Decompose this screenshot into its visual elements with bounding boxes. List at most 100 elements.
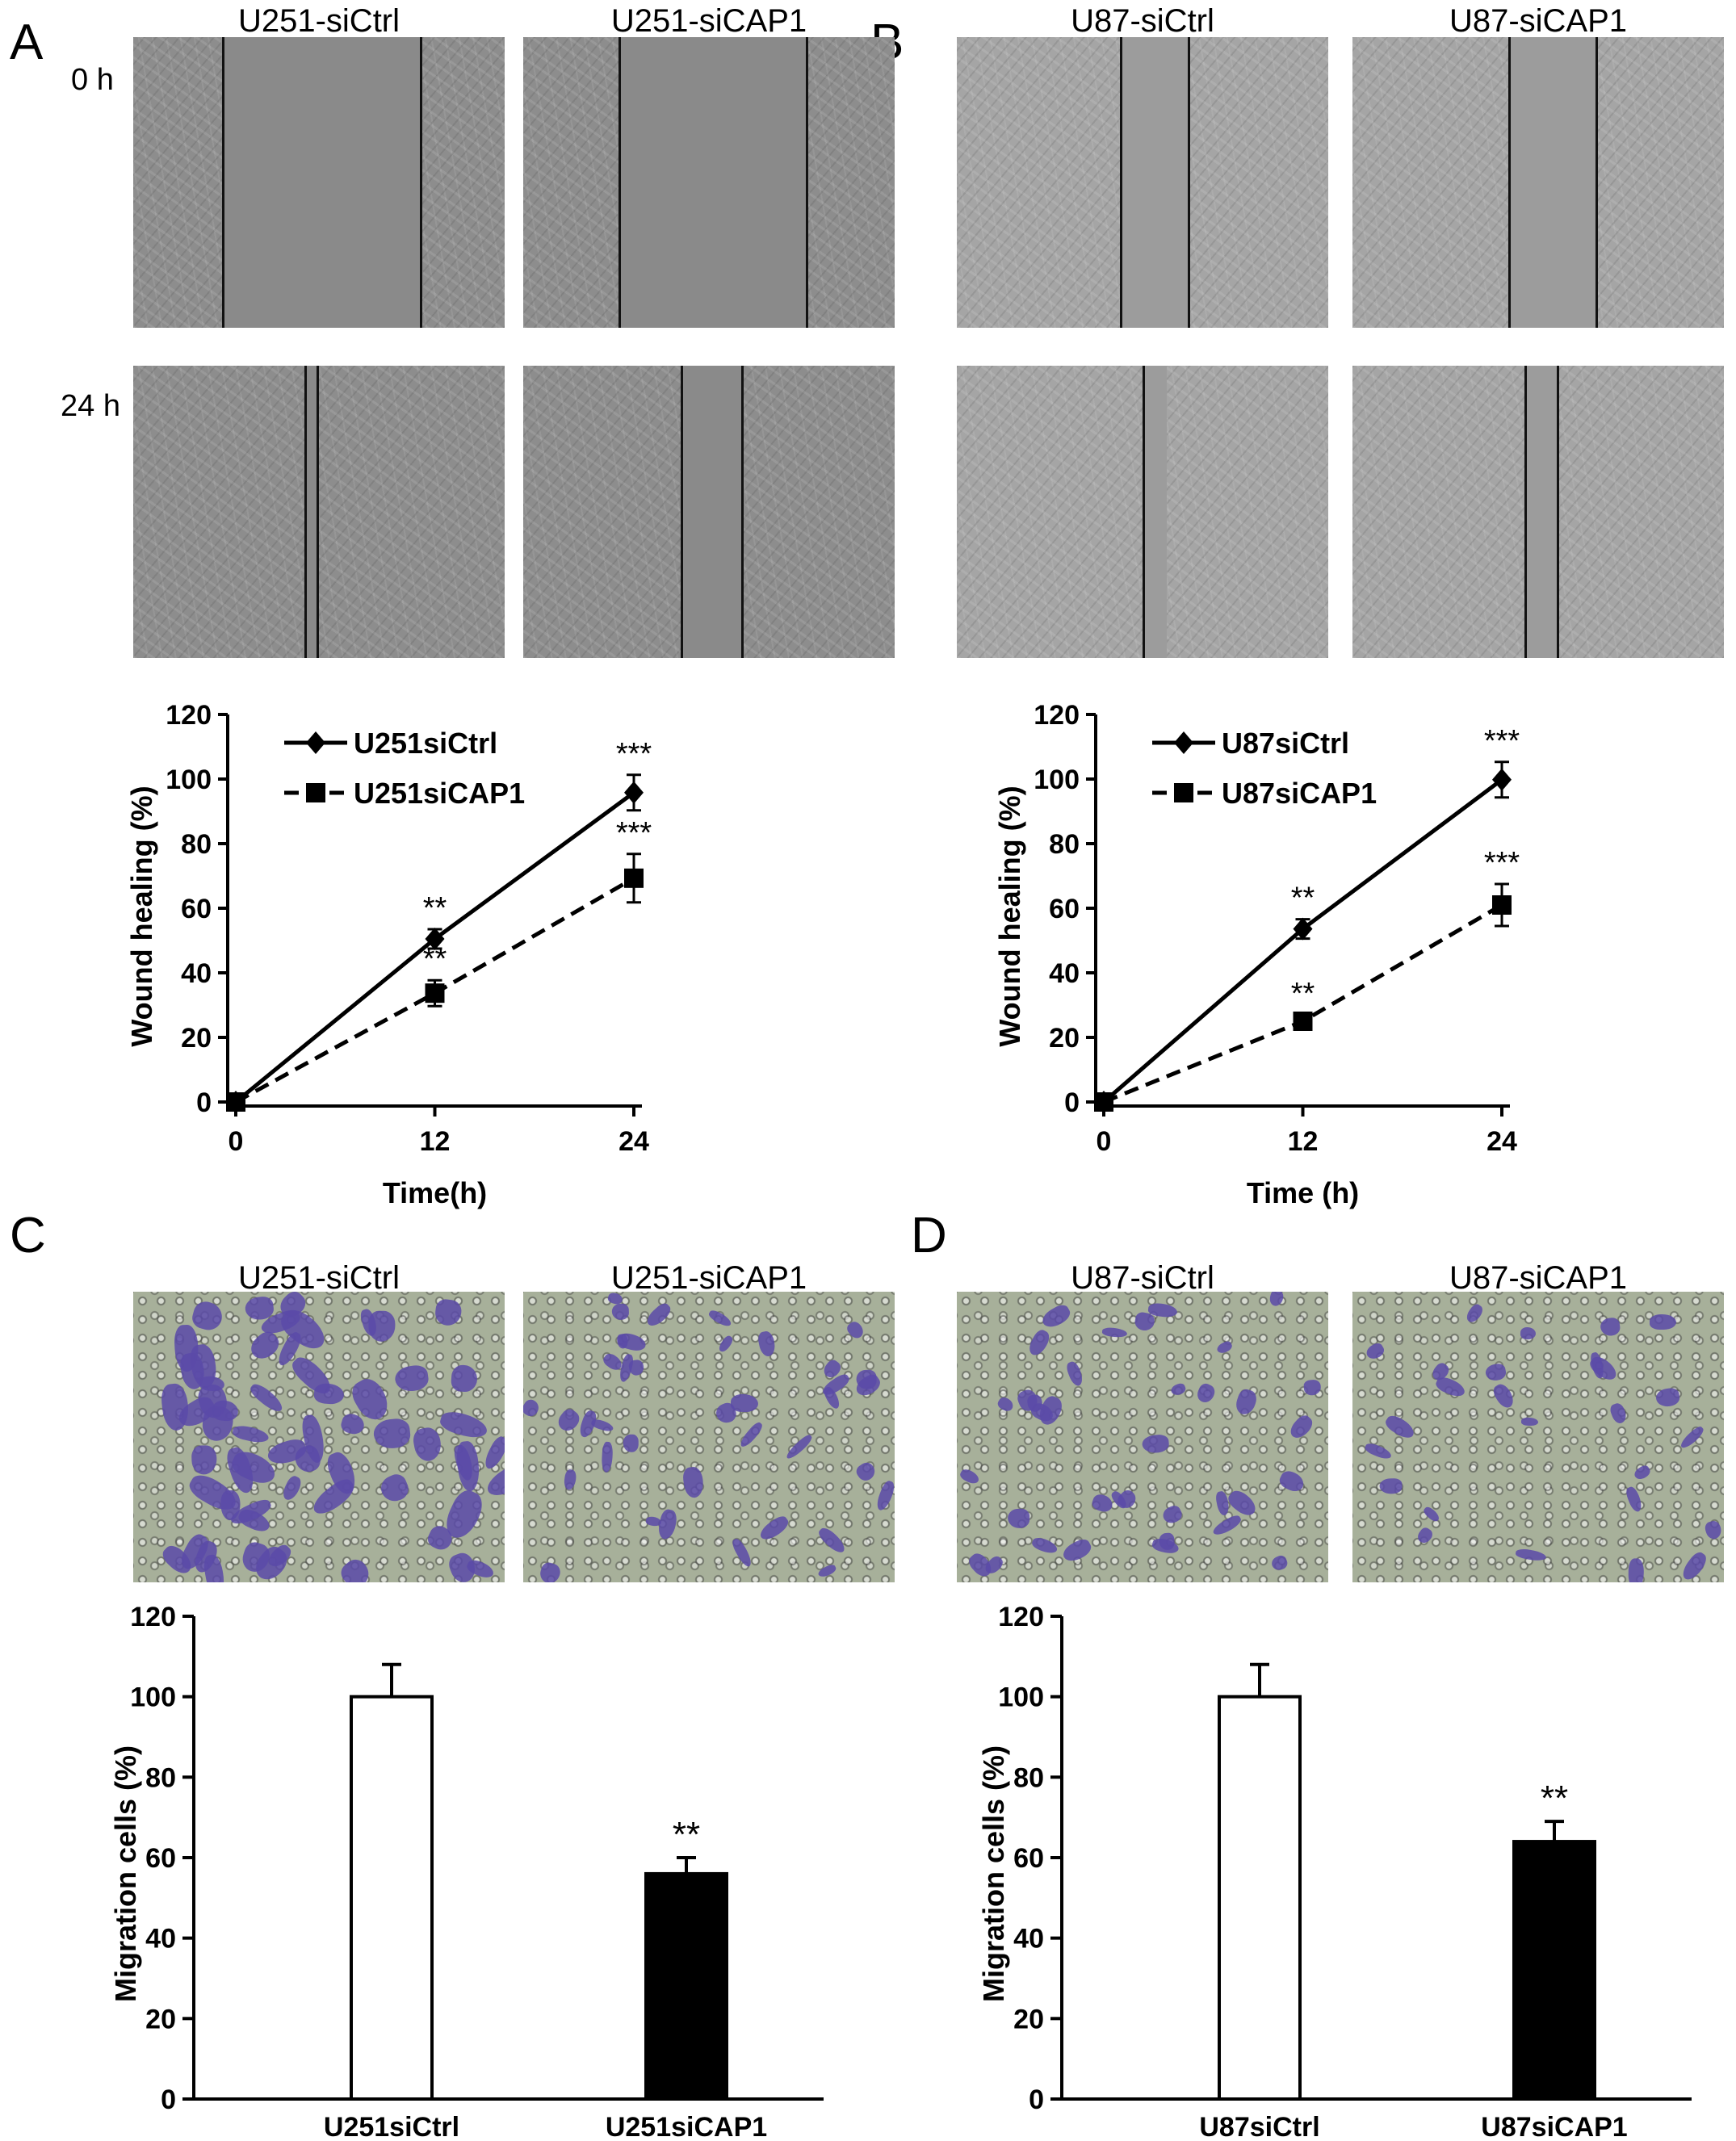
stained-cell bbox=[481, 1435, 505, 1473]
stained-cell bbox=[784, 1432, 814, 1461]
significance-label: *** bbox=[616, 737, 652, 771]
significance-label: *** bbox=[616, 816, 652, 850]
stained-cell bbox=[1363, 1441, 1393, 1461]
significance-label: ** bbox=[423, 942, 447, 976]
y-tick-label: 0 bbox=[161, 2084, 176, 2115]
chart-d-migration: 0 20 40 60 80 100 120 Migration cells (%) U87siC… bbox=[977, 1602, 1692, 2141]
stained-cell bbox=[681, 1466, 705, 1499]
y-tick-label: 0 bbox=[1029, 2084, 1044, 2115]
bar-u87sictrl bbox=[1218, 1695, 1302, 2101]
legend-label-1: U87siCAP1 bbox=[1222, 777, 1377, 810]
y-tick-label: 40 bbox=[145, 1924, 176, 1955]
x-category-label: U87siCAP1 bbox=[1481, 2112, 1627, 2141]
micrograph-title-d-right: U87-siCAP1 bbox=[1449, 1260, 1628, 1296]
micrograph-title-c-left: U251-siCtrl bbox=[237, 1260, 400, 1296]
stained-cell bbox=[231, 1424, 270, 1446]
data-point-square bbox=[624, 868, 644, 888]
stained-cell bbox=[816, 1563, 837, 1579]
legend-marker-diamond bbox=[1174, 731, 1193, 754]
stained-cell bbox=[1060, 1536, 1094, 1565]
y-tick-label: 20 bbox=[1013, 2004, 1044, 2034]
stained-cell bbox=[248, 1381, 287, 1415]
stained-cell bbox=[1587, 1353, 1621, 1384]
stained-cell bbox=[1039, 1301, 1074, 1331]
micrograph-title-d-left: U87-siCtrl bbox=[1071, 1260, 1214, 1296]
stained-cell bbox=[1679, 1549, 1710, 1582]
stained-cell bbox=[455, 1439, 481, 1492]
time-label-0h: 0 h bbox=[71, 63, 114, 97]
micrograph-u251-sicap1-24h bbox=[523, 366, 895, 658]
stained-cell bbox=[393, 1364, 430, 1393]
y-axis-label: Wound healing (%) bbox=[125, 786, 158, 1046]
stained-cell bbox=[1101, 1326, 1128, 1339]
stained-cell bbox=[555, 1406, 584, 1435]
stained-cell bbox=[190, 1298, 225, 1334]
y-tick-label: 20 bbox=[1049, 1023, 1080, 1054]
stained-cell bbox=[1114, 1487, 1139, 1511]
stained-cell bbox=[757, 1330, 778, 1359]
panel-letter-a: A bbox=[10, 15, 44, 70]
data-point-diamond bbox=[624, 781, 644, 804]
data-point-square bbox=[226, 1092, 245, 1112]
micrograph-u87-sictrl-24h bbox=[957, 366, 1328, 658]
x-category-label: U87siCtrl bbox=[1199, 2112, 1319, 2141]
stained-cell bbox=[1194, 1381, 1217, 1406]
stained-cell bbox=[1214, 1490, 1231, 1517]
bar-u251sicap1 bbox=[644, 1871, 728, 2101]
stained-cell bbox=[1026, 1327, 1053, 1358]
stained-cell bbox=[853, 1460, 878, 1485]
stained-cell bbox=[1422, 1505, 1441, 1523]
stained-cell bbox=[601, 1442, 614, 1473]
stained-cell bbox=[1364, 1342, 1387, 1363]
significance-label: ** bbox=[1541, 1779, 1568, 1818]
x-axis-label: Time(h) bbox=[383, 1176, 487, 1209]
y-tick-label: 40 bbox=[1049, 958, 1080, 989]
stained-cell bbox=[1415, 1525, 1436, 1546]
micrograph-u251-sicap1-0h bbox=[523, 37, 895, 328]
stained-cell bbox=[996, 1395, 1016, 1414]
chart-a-wound-healing: 0 20 40 60 80 100 120 0 12 24 Time(h) Wound healing… bbox=[125, 700, 652, 1209]
data-point-square bbox=[425, 983, 445, 1003]
stained-cell bbox=[1268, 1292, 1285, 1308]
y-tick-label: 120 bbox=[130, 1602, 176, 1632]
stained-cell bbox=[1224, 1486, 1260, 1520]
x-tick-label: 12 bbox=[420, 1126, 451, 1157]
y-tick-label: 80 bbox=[1013, 1762, 1044, 1793]
stained-cell bbox=[412, 1426, 444, 1464]
legend-marker-square bbox=[306, 783, 325, 802]
stained-cell bbox=[1287, 1412, 1316, 1443]
significance-label: ** bbox=[1291, 977, 1315, 1011]
stained-cell bbox=[730, 1536, 755, 1569]
y-tick-label: 100 bbox=[130, 1682, 176, 1713]
stained-cell bbox=[1520, 1417, 1539, 1427]
y-tick-label: 60 bbox=[145, 1843, 176, 1874]
stained-cell bbox=[1007, 1509, 1030, 1529]
y-tick-label: 0 bbox=[1064, 1087, 1080, 1118]
stained-cell bbox=[816, 1524, 849, 1557]
data-point-diamond bbox=[1293, 917, 1313, 941]
y-axis-label: Migration cells (%) bbox=[977, 1745, 1010, 2002]
y-tick-label: 100 bbox=[166, 765, 212, 795]
stained-cell bbox=[1159, 1503, 1185, 1527]
data-point-square bbox=[1492, 895, 1512, 915]
micrograph-u87-sicap1-0h bbox=[1352, 37, 1724, 328]
stained-cell bbox=[611, 1303, 630, 1321]
stained-cell bbox=[313, 1382, 345, 1406]
stained-cell bbox=[1599, 1317, 1621, 1337]
y-tick-label: 80 bbox=[181, 829, 212, 860]
stained-cell bbox=[338, 1411, 367, 1437]
stained-cell bbox=[1608, 1401, 1629, 1426]
data-point-diamond bbox=[1492, 768, 1512, 791]
stained-cell bbox=[707, 1307, 734, 1328]
stained-cell bbox=[1484, 1363, 1507, 1383]
stained-cell bbox=[958, 1467, 981, 1486]
stained-cell bbox=[1382, 1412, 1417, 1443]
stained-cell bbox=[1650, 1314, 1676, 1330]
stained-cell bbox=[1379, 1478, 1403, 1495]
y-tick-label: 80 bbox=[145, 1762, 176, 1793]
stained-cell bbox=[623, 1434, 639, 1452]
micrograph-u251-sictrl-transwell bbox=[133, 1292, 505, 1582]
stained-cell bbox=[1210, 1513, 1243, 1538]
stained-cell bbox=[844, 1319, 866, 1342]
stained-cell bbox=[1303, 1380, 1322, 1396]
